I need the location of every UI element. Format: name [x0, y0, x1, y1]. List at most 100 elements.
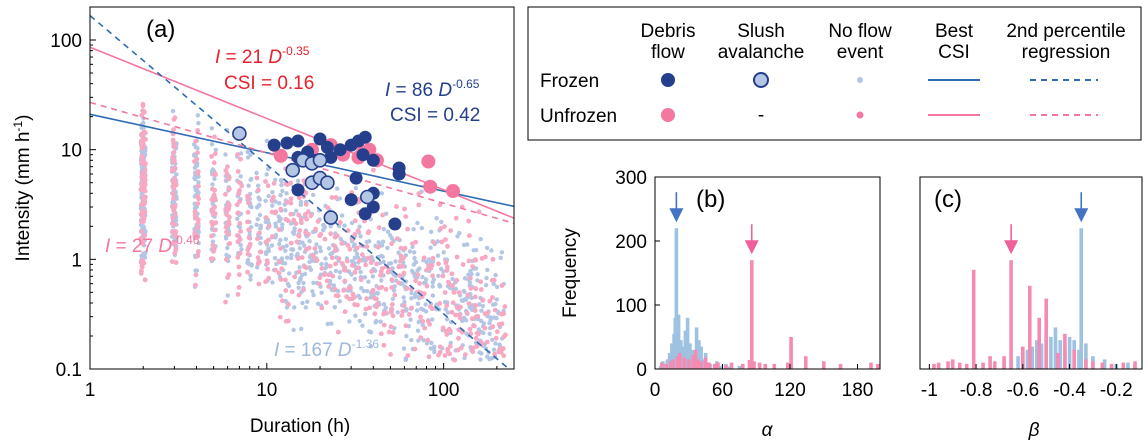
- no-flow-point: [255, 217, 260, 222]
- no-flow-point: [283, 237, 288, 242]
- unfrozen-histogram-bar: [936, 362, 941, 369]
- no-flow-point: [358, 277, 364, 283]
- no-flow-point: [315, 301, 321, 306]
- legend-column-header: No flow: [828, 21, 892, 42]
- no-flow-point: [444, 268, 450, 273]
- unfrozen-histogram-bar: [964, 363, 969, 369]
- x-tick-label: 100: [428, 380, 460, 401]
- no-flow-point: [266, 223, 272, 229]
- no-flow-point: [279, 182, 284, 188]
- panel-a-frame: [89, 6, 515, 370]
- no-flow-point: [379, 284, 385, 290]
- no-flow-point: [339, 213, 345, 218]
- no-flow-point: [263, 198, 268, 203]
- legend-column-header: event: [837, 42, 884, 63]
- unfrozen-histogram-bar: [716, 362, 720, 369]
- no-flow-point: [417, 281, 422, 286]
- unfrozen-histogram-bar: [1009, 260, 1013, 369]
- no-flow-point: [277, 259, 282, 265]
- no-flow-point: [347, 319, 352, 324]
- no-flow-point: [290, 247, 296, 252]
- no-flow-point: [442, 224, 447, 230]
- no-flow-point: [370, 274, 376, 279]
- no-flow-point: [254, 222, 259, 227]
- no-flow-point: [428, 304, 433, 309]
- legend-unfrozen-noflow-marker: [856, 111, 864, 119]
- no-flow-point: [292, 274, 297, 280]
- no-flow-point: [425, 337, 431, 343]
- no-flow-point: [411, 250, 417, 255]
- no-flow-point: [385, 229, 391, 234]
- no-flow-point: [280, 298, 285, 304]
- no-flow-point: [236, 264, 242, 270]
- no-flow-point: [245, 260, 250, 265]
- no-flow-point: [424, 267, 430, 273]
- x-tick-label: 120: [774, 380, 806, 401]
- no-flow-point: [423, 277, 429, 282]
- no-flow-point: [234, 202, 240, 208]
- no-flow-point: [364, 244, 370, 250]
- no-flow-point: [437, 344, 443, 350]
- no-flow-point: [227, 214, 232, 220]
- no-flow-point: [392, 292, 398, 298]
- no-flow-point: [378, 272, 383, 278]
- no-flow-point: [226, 232, 232, 237]
- no-flow-point: [333, 248, 339, 254]
- no-flow-point: [171, 186, 177, 192]
- no-flow-point: [422, 325, 428, 331]
- no-flow-point: [349, 220, 355, 226]
- no-flow-point: [311, 280, 316, 285]
- no-flow-point: [192, 205, 198, 211]
- no-flow-point: [501, 334, 507, 339]
- no-flow-point: [472, 308, 478, 313]
- no-flow-point: [325, 205, 331, 211]
- no-flow-point: [492, 351, 497, 357]
- no-flow-point: [376, 225, 382, 231]
- no-flow-point: [296, 269, 302, 275]
- no-flow-point: [223, 206, 229, 212]
- no-flow-point: [313, 226, 318, 232]
- no-flow-point: [314, 242, 319, 247]
- no-flow-point: [421, 307, 426, 313]
- no-flow-point: [358, 234, 363, 239]
- no-flow-point: [398, 258, 403, 264]
- y-tick-label: 0.1: [56, 360, 82, 381]
- no-flow-point: [388, 324, 394, 330]
- no-flow-point: [372, 311, 378, 317]
- no-flow-point: [429, 229, 434, 234]
- panel-b-frame: [654, 176, 881, 370]
- unfrozen-histogram-bar: [1002, 356, 1006, 369]
- no-flow-point: [457, 312, 462, 318]
- no-flow-point: [141, 216, 147, 221]
- no-flow-point: [246, 200, 251, 206]
- no-flow-point: [436, 261, 441, 267]
- panel-a-xlabel: Duration (h): [250, 416, 350, 437]
- frozen-histogram-bar: [1016, 356, 1020, 369]
- no-flow-point: [431, 239, 436, 245]
- no-flow-point: [142, 181, 148, 186]
- no-flow-point: [263, 279, 268, 285]
- no-flow-point: [291, 327, 296, 333]
- no-flow-point: [140, 137, 146, 143]
- no-flow-point: [428, 245, 433, 250]
- no-flow-point: [248, 277, 253, 282]
- frozen-histogram-bar: [1077, 349, 1081, 369]
- no-flow-point: [277, 241, 282, 247]
- legend-column-header: Debris: [641, 21, 696, 42]
- no-flow-point: [299, 326, 304, 332]
- no-flow-point: [257, 259, 262, 265]
- no-flow-point: [269, 209, 275, 215]
- no-flow-point: [254, 175, 260, 181]
- unfrozen-histogram-bar: [1133, 361, 1137, 369]
- no-flow-point: [472, 294, 478, 300]
- no-flow-point: [449, 309, 455, 315]
- panel-b-xlabel: α: [762, 420, 774, 441]
- legend-column-header: Best: [935, 21, 974, 42]
- no-flow-point: [272, 255, 278, 261]
- no-flow-point: [409, 290, 414, 296]
- no-flow-point: [237, 199, 242, 204]
- no-flow-point: [171, 159, 176, 165]
- no-flow-point: [308, 267, 314, 272]
- no-flow-point: [415, 328, 421, 333]
- legend-frame: [527, 6, 1142, 141]
